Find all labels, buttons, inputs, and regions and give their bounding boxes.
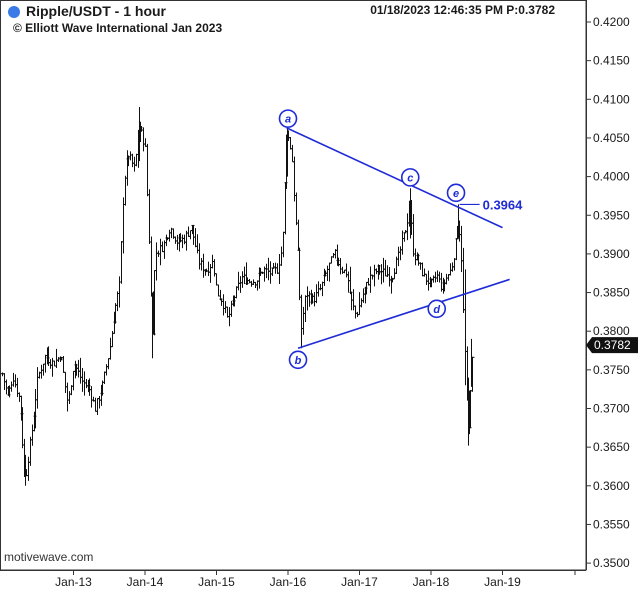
target-price-label: 0.3964 — [483, 197, 524, 212]
plot-frame — [0, 0, 587, 571]
y-tick-label: 0.3850 — [593, 286, 630, 300]
x-tick-label: Jan-17 — [341, 575, 378, 589]
plot-area: a b c d e 0.3964 — [0, 0, 587, 571]
wave-label: e — [453, 188, 459, 200]
wave-label: b — [295, 355, 302, 367]
last-price-tag — [586, 337, 638, 354]
y-tick-label: 0.3500 — [593, 556, 630, 570]
triangle-trendline[interactable] — [286, 127, 503, 229]
y-axis: 0.4200 0.4150 0.4100 0.4050 0.4000 0.3950 0.39… — [586, 0, 638, 570]
y-tick-label: 0.4000 — [593, 170, 630, 184]
wave-label-circle — [427, 299, 447, 319]
last-price-label: 0.3782 — [594, 338, 631, 352]
y-tick-label: 0.3550 — [593, 517, 630, 531]
y-tick-label: 0.3950 — [593, 208, 630, 222]
watermark-text: motivewave.com — [4, 550, 94, 564]
chart-title: Ripple/USDT - 1 hour — [26, 3, 166, 19]
x-tick-label: Jan-14 — [127, 575, 164, 589]
wave-label-circle — [446, 183, 466, 203]
y-tick-label: 0.3650 — [593, 440, 630, 454]
y-tick-label: 0.3700 — [593, 402, 630, 416]
y-tick-label: 0.4150 — [593, 54, 630, 68]
y-tick-label: 0.3800 — [593, 324, 630, 338]
y-tick-label: 0.4200 — [593, 15, 630, 29]
x-axis: Jan-13 Jan-14 Jan-15 Jan-16 Jan-17 Jan-18 Jan-… — [0, 570, 586, 589]
symbol-color-dot — [8, 6, 20, 18]
y-tick-label: 0.3600 — [593, 479, 630, 493]
y-tick-label: 0.3750 — [593, 363, 630, 377]
copyright-text: © Elliott Wave International Jan 2023 — [13, 21, 223, 35]
x-tick-label: Jan-18 — [413, 575, 450, 589]
wave-label-circle — [400, 168, 420, 187]
wave-labels: a b c d e 0.3964 — [278, 109, 524, 370]
price-bars — [0, 107, 475, 486]
x-tick-label: Jan-13 — [55, 575, 92, 589]
wave-label: c — [407, 172, 413, 184]
wave-label-circle — [288, 350, 308, 370]
y-tick-label: 0.3900 — [593, 247, 630, 261]
y-tick-label: 0.4050 — [593, 131, 630, 145]
wave-label: a — [285, 114, 291, 126]
wave-label-circle — [278, 109, 298, 128]
x-tick-label: Jan-19 — [484, 575, 521, 589]
timestamp-price-readout: 01/18/2023 12:46:35 PM P:0.3782 — [370, 3, 555, 17]
wave-trendlines — [286, 127, 510, 349]
triangle-trendline[interactable] — [297, 278, 510, 349]
wave-label: d — [433, 304, 440, 316]
x-tick-label: Jan-16 — [270, 575, 307, 589]
y-tick-label: 0.4100 — [593, 92, 630, 106]
x-tick-label: Jan-15 — [198, 575, 235, 589]
